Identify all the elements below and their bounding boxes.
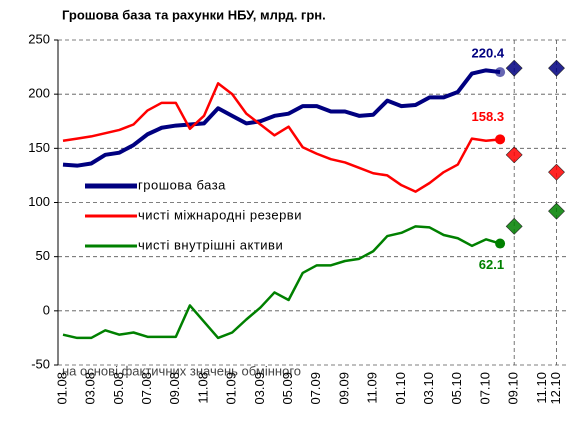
x-tick-label: 03.08 bbox=[83, 372, 98, 405]
y-tick-label: 150 bbox=[28, 140, 50, 155]
forecast-marker bbox=[505, 59, 523, 77]
value-label: 158.3 bbox=[472, 109, 505, 124]
chart-title: Грошова база та рахунки НБУ, млрд. грн. bbox=[62, 7, 326, 22]
legend-label: грошова база bbox=[138, 177, 226, 192]
x-tick-label: 03.10 bbox=[421, 372, 436, 405]
forecast-marker bbox=[548, 59, 565, 77]
x-tick-label: 03.09 bbox=[252, 372, 267, 405]
y-tick-label: 0 bbox=[43, 302, 50, 317]
x-tick-label: 11.08 bbox=[195, 372, 210, 404]
last-point bbox=[495, 67, 506, 78]
x-tick-label: 09.09 bbox=[336, 372, 351, 405]
legend-label: чисті міжнародні резерви bbox=[138, 207, 302, 222]
x-tick-label: 11.10 bbox=[534, 372, 549, 404]
forecast-marker bbox=[548, 163, 565, 181]
x-tick-label: 01.08 bbox=[54, 372, 69, 405]
series-line bbox=[62, 82, 501, 193]
x-tick-label: 05.09 bbox=[280, 372, 295, 405]
y-tick-label: 250 bbox=[28, 31, 50, 46]
y-tick-label: -50 bbox=[31, 356, 50, 371]
series-line bbox=[62, 68, 501, 168]
forecast-marker bbox=[505, 146, 523, 164]
note: на основі фактичних значень обмінного bbox=[62, 363, 301, 378]
forecast-marker bbox=[548, 202, 565, 220]
y-tick-label: 100 bbox=[28, 194, 50, 209]
value-label: 220.4 bbox=[472, 46, 505, 61]
legend-label: чисті внутрішні активи bbox=[138, 237, 283, 252]
x-tick-label: 12.10 bbox=[548, 372, 563, 405]
x-tick-label: 09.10 bbox=[506, 372, 521, 405]
x-tick-label: 05.08 bbox=[111, 372, 126, 405]
x-tick-label: 07.08 bbox=[139, 372, 154, 405]
value-label: 62.1 bbox=[479, 257, 504, 272]
x-tick-label: 07.10 bbox=[477, 372, 492, 405]
x-tick-label: 05.10 bbox=[449, 372, 464, 405]
last-point bbox=[495, 134, 506, 145]
last-point bbox=[495, 238, 506, 249]
y-tick-label: 50 bbox=[36, 248, 50, 263]
x-tick-label: 09.08 bbox=[167, 372, 182, 405]
x-tick-label: 07.09 bbox=[308, 372, 323, 405]
series-line bbox=[62, 225, 501, 340]
forecast-marker bbox=[505, 217, 523, 235]
x-tick-label: 01.10 bbox=[393, 372, 408, 405]
x-tick-label: 01.09 bbox=[224, 372, 239, 405]
x-tick-label: 11.09 bbox=[365, 372, 380, 404]
y-tick-label: 200 bbox=[28, 86, 50, 101]
